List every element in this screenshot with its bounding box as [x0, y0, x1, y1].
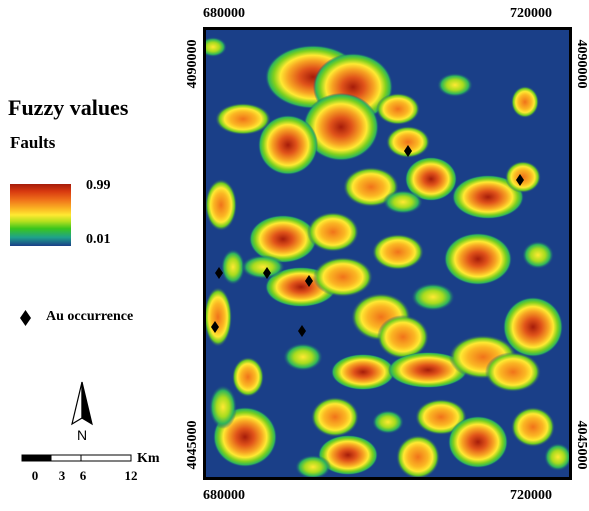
coord-right-bottom: 4045000	[574, 420, 589, 470]
au-point	[404, 145, 412, 157]
ramp-max-label: 0.99	[86, 178, 111, 193]
au-point	[516, 174, 524, 186]
north-arrow: N	[63, 380, 101, 444]
au-point	[211, 321, 219, 333]
coord-left-bottom: 4045000	[185, 420, 200, 470]
north-label: N	[77, 427, 87, 443]
legend-subtitle: Faults	[10, 133, 56, 152]
coord-bottom-right: 720000	[510, 488, 552, 503]
north-arrow-icon: N	[71, 381, 93, 443]
coord-bottom-left: 680000	[203, 488, 245, 503]
scale-tick-3: 3	[59, 468, 66, 483]
au-diamond-icon	[20, 310, 31, 326]
au-point	[305, 275, 313, 287]
scale-tick-0: 0	[32, 468, 39, 483]
scale-tick-6: 6	[80, 468, 87, 483]
coord-top-right: 720000	[510, 6, 552, 21]
coord-right-top: 4090000	[574, 39, 589, 89]
ramp-min-label: 0.01	[86, 232, 111, 247]
fuzzy-value-surface	[203, 37, 572, 479]
scale-tick-12: 12	[125, 468, 138, 483]
coord-top-left: 680000	[203, 6, 245, 21]
au-point	[263, 267, 271, 279]
fuzzy-map	[203, 27, 572, 480]
au-point	[298, 325, 306, 337]
scale-unit: Km	[137, 452, 160, 466]
au-point	[215, 267, 223, 279]
au-occurrences	[211, 145, 524, 337]
map-border	[203, 27, 572, 480]
legend-title: Fuzzy values	[8, 95, 129, 120]
coord-left-top: 4090000	[185, 39, 200, 89]
color-ramp	[10, 184, 71, 246]
scale-bar: Km 0 3 6 12	[21, 452, 160, 483]
au-occurrence-label: Au occurrence	[46, 309, 134, 324]
